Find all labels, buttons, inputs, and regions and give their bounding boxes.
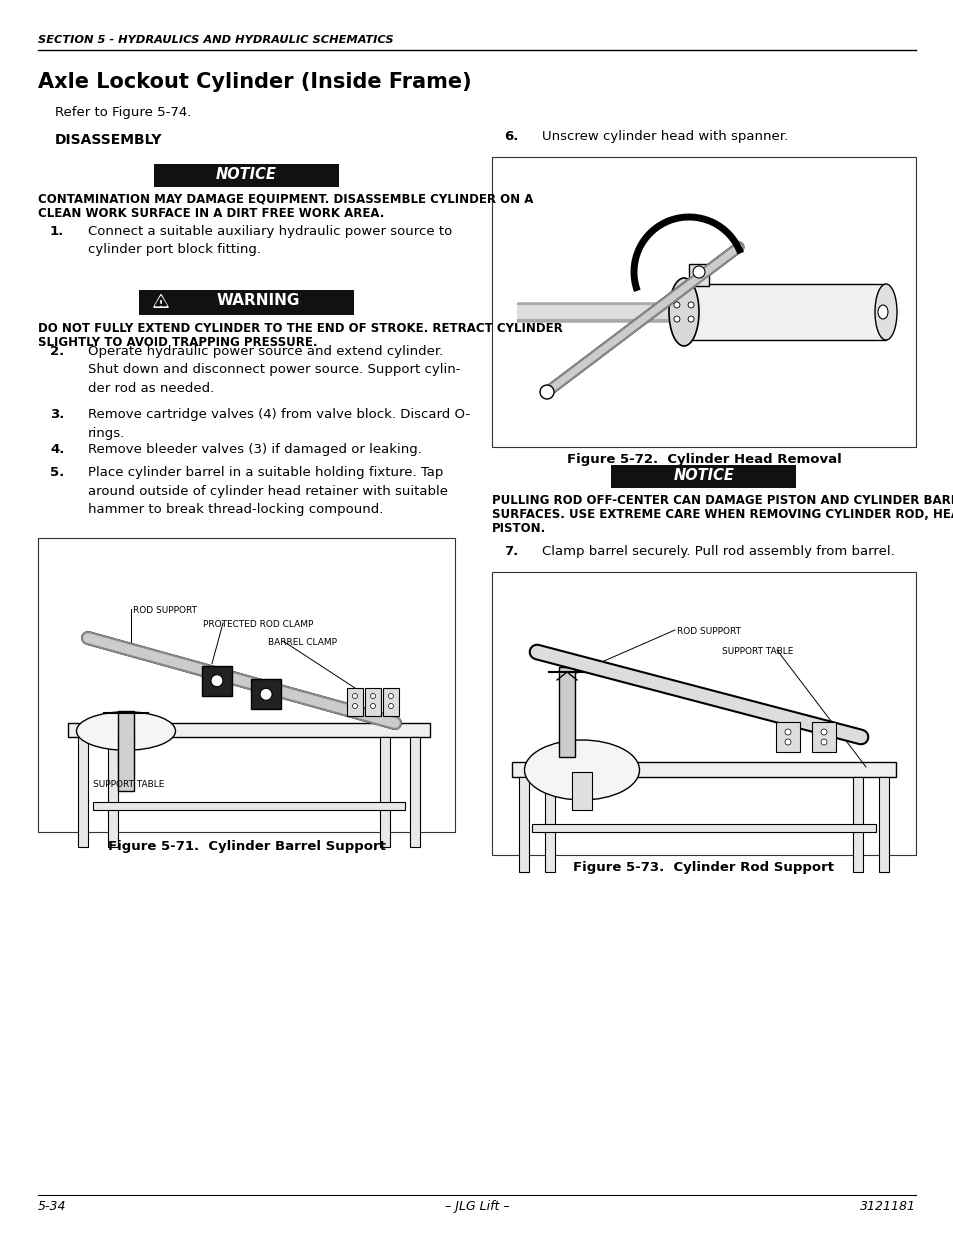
- Bar: [202, 666, 232, 695]
- Ellipse shape: [821, 729, 826, 735]
- Text: Place cylinder barrel in a suitable holding fixture. Tap
around outside of cylin: Place cylinder barrel in a suitable hold…: [88, 466, 448, 516]
- Bar: [532, 824, 875, 832]
- Bar: [492, 157, 915, 447]
- Polygon shape: [153, 294, 168, 308]
- Ellipse shape: [821, 739, 826, 745]
- Ellipse shape: [687, 316, 694, 322]
- Ellipse shape: [211, 674, 223, 687]
- Bar: [78, 737, 88, 847]
- Text: !: !: [159, 300, 163, 309]
- Text: Remove bleeder valves (3) if damaged or leaking.: Remove bleeder valves (3) if damaged or …: [88, 443, 421, 456]
- Text: Refer to Figure 5-74.: Refer to Figure 5-74.: [55, 106, 192, 119]
- Text: 2.: 2.: [50, 345, 64, 358]
- Text: SECTION 5 - HYDRAULICS AND HYDRAULIC SCHEMATICS: SECTION 5 - HYDRAULICS AND HYDRAULIC SCH…: [38, 35, 394, 44]
- Bar: [688, 264, 708, 287]
- Bar: [382, 688, 398, 716]
- Text: PISTON.: PISTON.: [492, 522, 546, 535]
- Text: – JLG Lift –: – JLG Lift –: [444, 1200, 509, 1213]
- Text: BARREL CLAMP: BARREL CLAMP: [268, 638, 336, 647]
- Bar: [811, 722, 835, 752]
- Text: 6.: 6.: [503, 130, 517, 143]
- Text: 4.: 4.: [50, 443, 64, 456]
- Bar: [118, 731, 133, 771]
- Bar: [118, 711, 133, 790]
- Bar: [68, 722, 430, 737]
- Text: DISASSEMBLY: DISASSEMBLY: [55, 133, 162, 147]
- Bar: [518, 777, 529, 872]
- Bar: [38, 538, 455, 832]
- Text: ROD SUPPORT: ROD SUPPORT: [677, 627, 740, 636]
- Text: WARNING: WARNING: [216, 293, 300, 308]
- Bar: [878, 777, 888, 872]
- Ellipse shape: [874, 284, 896, 340]
- Ellipse shape: [524, 740, 639, 800]
- Ellipse shape: [370, 704, 375, 709]
- Ellipse shape: [692, 266, 704, 278]
- Ellipse shape: [673, 301, 679, 308]
- Text: Figure 5-72.  Cylinder Head Removal: Figure 5-72. Cylinder Head Removal: [566, 453, 841, 466]
- Text: Clamp barrel securely. Pull rod assembly from barrel.: Clamp barrel securely. Pull rod assembly…: [541, 545, 894, 558]
- Bar: [108, 737, 118, 847]
- Text: Remove cartridge valves (4) from valve block. Discard O-
rings.: Remove cartridge valves (4) from valve b…: [88, 408, 470, 440]
- Ellipse shape: [260, 688, 272, 700]
- Bar: [153, 164, 338, 186]
- Text: Connect a suitable auxiliary hydraulic power source to
cylinder port block fitti: Connect a suitable auxiliary hydraulic p…: [88, 225, 452, 257]
- Bar: [512, 762, 895, 777]
- Text: Axle Lockout Cylinder (Inside Frame): Axle Lockout Cylinder (Inside Frame): [38, 72, 471, 91]
- Bar: [92, 802, 405, 810]
- Bar: [410, 737, 419, 847]
- Bar: [683, 284, 885, 340]
- Bar: [558, 667, 575, 757]
- Ellipse shape: [784, 729, 790, 735]
- Text: 5.: 5.: [50, 466, 64, 479]
- Ellipse shape: [352, 704, 357, 709]
- Text: Operate hydraulic power source and extend cylinder.
Shut down and disconnect pow: Operate hydraulic power source and exten…: [88, 345, 460, 395]
- Bar: [775, 722, 800, 752]
- Text: Figure 5-73.  Cylinder Rod Support: Figure 5-73. Cylinder Rod Support: [573, 861, 834, 874]
- Text: SURFACES. USE EXTREME CARE WHEN REMOVING CYLINDER ROD, HEAD, AND: SURFACES. USE EXTREME CARE WHEN REMOVING…: [492, 508, 953, 521]
- Text: 5-34: 5-34: [38, 1200, 67, 1213]
- Bar: [852, 777, 862, 872]
- Text: CONTAMINATION MAY DAMAGE EQUIPMENT. DISASSEMBLE CYLINDER ON A: CONTAMINATION MAY DAMAGE EQUIPMENT. DISA…: [38, 193, 533, 206]
- Text: Figure 5-71.  Cylinder Barrel Support: Figure 5-71. Cylinder Barrel Support: [108, 840, 385, 853]
- Bar: [572, 772, 592, 810]
- Ellipse shape: [539, 385, 554, 399]
- Bar: [139, 290, 354, 315]
- Bar: [379, 737, 390, 847]
- Bar: [492, 572, 915, 855]
- Ellipse shape: [668, 278, 699, 346]
- Text: 3121181: 3121181: [859, 1200, 915, 1213]
- Ellipse shape: [673, 316, 679, 322]
- Ellipse shape: [388, 704, 393, 709]
- Text: NOTICE: NOTICE: [215, 167, 276, 182]
- Ellipse shape: [877, 305, 887, 319]
- Bar: [365, 688, 380, 716]
- Text: SUPPORT TABLE: SUPPORT TABLE: [721, 647, 793, 656]
- Text: 1.: 1.: [50, 225, 64, 238]
- Text: PULLING ROD OFF-CENTER CAN DAMAGE PISTON AND CYLINDER BARREL: PULLING ROD OFF-CENTER CAN DAMAGE PISTON…: [492, 494, 953, 508]
- Text: SUPPORT TABLE: SUPPORT TABLE: [92, 781, 164, 789]
- Text: DO NOT FULLY EXTEND CYLINDER TO THE END OF STROKE. RETRACT CYLINDER: DO NOT FULLY EXTEND CYLINDER TO THE END …: [38, 322, 562, 335]
- Text: ROD SUPPORT: ROD SUPPORT: [132, 606, 196, 615]
- Text: Unscrew cylinder head with spanner.: Unscrew cylinder head with spanner.: [541, 130, 787, 143]
- Ellipse shape: [784, 739, 790, 745]
- Ellipse shape: [352, 694, 357, 699]
- Text: 3.: 3.: [50, 408, 64, 421]
- Text: CLEAN WORK SURFACE IN A DIRT FREE WORK AREA.: CLEAN WORK SURFACE IN A DIRT FREE WORK A…: [38, 207, 384, 220]
- Ellipse shape: [687, 301, 694, 308]
- Bar: [347, 688, 363, 716]
- Text: NOTICE: NOTICE: [673, 468, 734, 483]
- Ellipse shape: [388, 694, 393, 699]
- Bar: [544, 777, 555, 872]
- Text: PROTECTED ROD CLAMP: PROTECTED ROD CLAMP: [203, 620, 313, 629]
- Ellipse shape: [76, 711, 175, 750]
- Bar: [611, 466, 796, 488]
- Text: SLIGHTLY TO AVOID TRAPPING PRESSURE.: SLIGHTLY TO AVOID TRAPPING PRESSURE.: [38, 336, 317, 350]
- Text: 7.: 7.: [503, 545, 517, 558]
- Bar: [251, 679, 281, 709]
- Ellipse shape: [370, 694, 375, 699]
- Polygon shape: [155, 296, 167, 306]
